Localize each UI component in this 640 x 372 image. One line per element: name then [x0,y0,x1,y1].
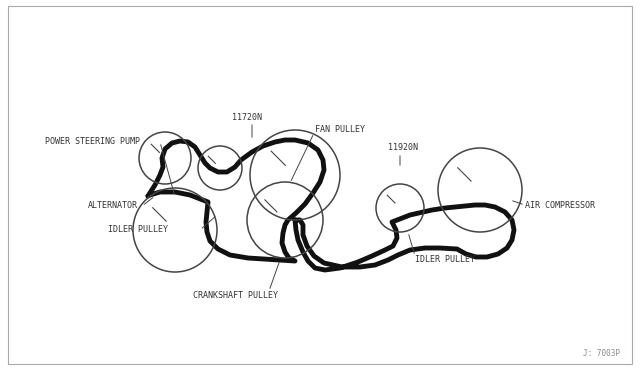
Text: FAN PULLEY: FAN PULLEY [315,125,365,135]
Text: 11720N: 11720N [232,113,262,122]
Text: CRANKSHAFT PULLEY: CRANKSHAFT PULLEY [193,291,278,299]
Text: IDLER PULLEY: IDLER PULLEY [415,256,475,264]
Text: ALTERNATOR: ALTERNATOR [88,202,138,211]
Text: J: 7003P: J: 7003P [583,349,620,358]
Text: IDLER PULLEY: IDLER PULLEY [108,225,168,234]
Text: AIR COMPRESSOR: AIR COMPRESSOR [525,201,595,209]
Text: POWER STEERING PUMP: POWER STEERING PUMP [45,138,140,147]
Text: 11920N: 11920N [388,144,418,153]
